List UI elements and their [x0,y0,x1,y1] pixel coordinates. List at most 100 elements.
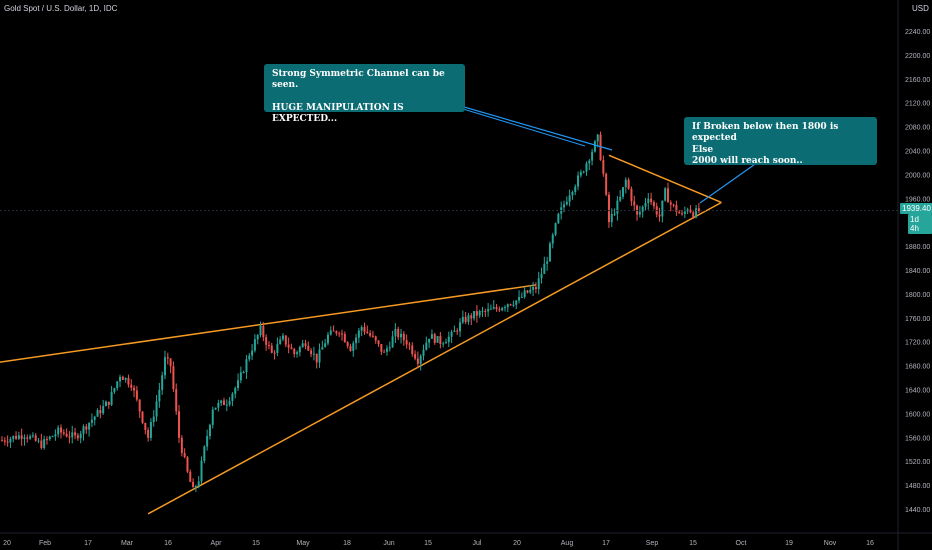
breakout-callout[interactable]: If Broken below then 1800 is expected El… [684,117,877,166]
time-tick-label: Nov [824,540,837,547]
candle-body [529,289,532,293]
time-tick-label: 16 [164,540,172,547]
candle-body [540,273,543,279]
candle-body [487,308,490,312]
candle-body [9,438,12,443]
candle-body [312,353,315,355]
candle-body [172,366,175,390]
candle-body [697,208,700,212]
price-tick-label: 1440.00 [905,507,930,514]
candle-body [116,381,119,389]
time-tick-label: 15 [252,540,260,547]
candle-body [630,188,633,202]
candle-body [60,427,63,433]
candle-body [85,426,88,430]
candle-body [546,261,549,264]
price-tick-label: 2000.00 [905,172,930,179]
candle-body [178,411,181,438]
candle-body [428,338,431,343]
candle-body [563,204,565,208]
candle-body [208,424,211,437]
candle-body [169,358,172,367]
candle-body [183,453,186,458]
candle-body [276,344,279,353]
candle-body [26,437,29,439]
candle-body [293,348,296,354]
candle-body [96,410,99,417]
price-tick-label: 1800.00 [905,292,930,299]
candle-body [422,349,425,356]
candle-body [155,401,158,417]
price-tick-label: 1600.00 [905,411,930,418]
candle-body [658,214,661,217]
candle-body [537,278,540,290]
candle-body [503,307,506,309]
candle-body [99,410,102,414]
candle-body [245,359,248,373]
candle-body [675,205,678,212]
candles [1,131,700,492]
candle-body [284,335,287,345]
candle-body [144,422,147,431]
candle-body [200,460,203,482]
candle-body [565,201,568,205]
candle-body [478,311,481,316]
candle-body [461,316,464,323]
candle-body [360,327,363,331]
candle-body [369,333,372,336]
candle-body [256,335,259,340]
candle-body [206,436,209,447]
candle-body [186,457,189,472]
candle-body [124,378,127,380]
price-axis[interactable]: 2240.00 2200.00 2160.00 2120.00 2080.00 2040.… [897,0,930,550]
candle-body [6,441,9,443]
candle-body [439,336,442,344]
trendline-rising-support [147,201,722,515]
channel-callout[interactable]: Strong Symmetric Channel can be seen. HU… [264,64,465,124]
candle-body [113,388,116,392]
time-tick-label: Sep [646,540,659,547]
candle-body [62,432,65,434]
candle-body [326,334,329,344]
candle-body [571,191,574,196]
candle-body [408,344,411,346]
candle-body [189,471,192,482]
candle-body [695,208,698,218]
candle-body [380,344,383,352]
price-tick-label: 1880.00 [905,244,930,251]
candle-body [371,335,374,337]
candle-body [363,327,366,332]
candle-body [453,330,456,332]
time-tick-label: 18 [343,540,351,547]
time-tick-label: 20 [513,540,521,547]
candle-body [470,315,473,319]
price-tick-label: 1840.00 [905,268,930,275]
candle-body [526,290,529,293]
price-tick-label: 2160.00 [905,77,930,84]
time-tick-label: 17 [84,540,92,547]
candle-body [616,200,619,214]
candle-body [48,436,51,440]
candle-body [501,308,504,311]
candle-body [135,390,138,400]
candle-body [664,188,667,201]
candle-body [681,213,684,215]
candle-body [551,234,554,244]
candle-body [194,486,197,488]
candle-body [495,307,498,310]
candle-body [251,350,254,356]
candle-body [273,352,276,354]
candle-body [548,243,551,262]
candle-body [110,391,113,405]
candle-body [197,481,200,487]
candle-body [29,436,32,439]
candle-body [332,330,335,332]
candle-body [346,342,349,347]
candle-body [102,406,105,414]
candle-body [613,213,616,215]
time-tick-label: 15 [424,540,432,547]
candle-body [158,389,161,402]
candle-body [607,194,610,223]
time-axis[interactable]: 20 Feb 17 Mar 16 Apr 15 May 18 Jun 15 Jul 20 Aug 17 Sep… [0,532,932,547]
